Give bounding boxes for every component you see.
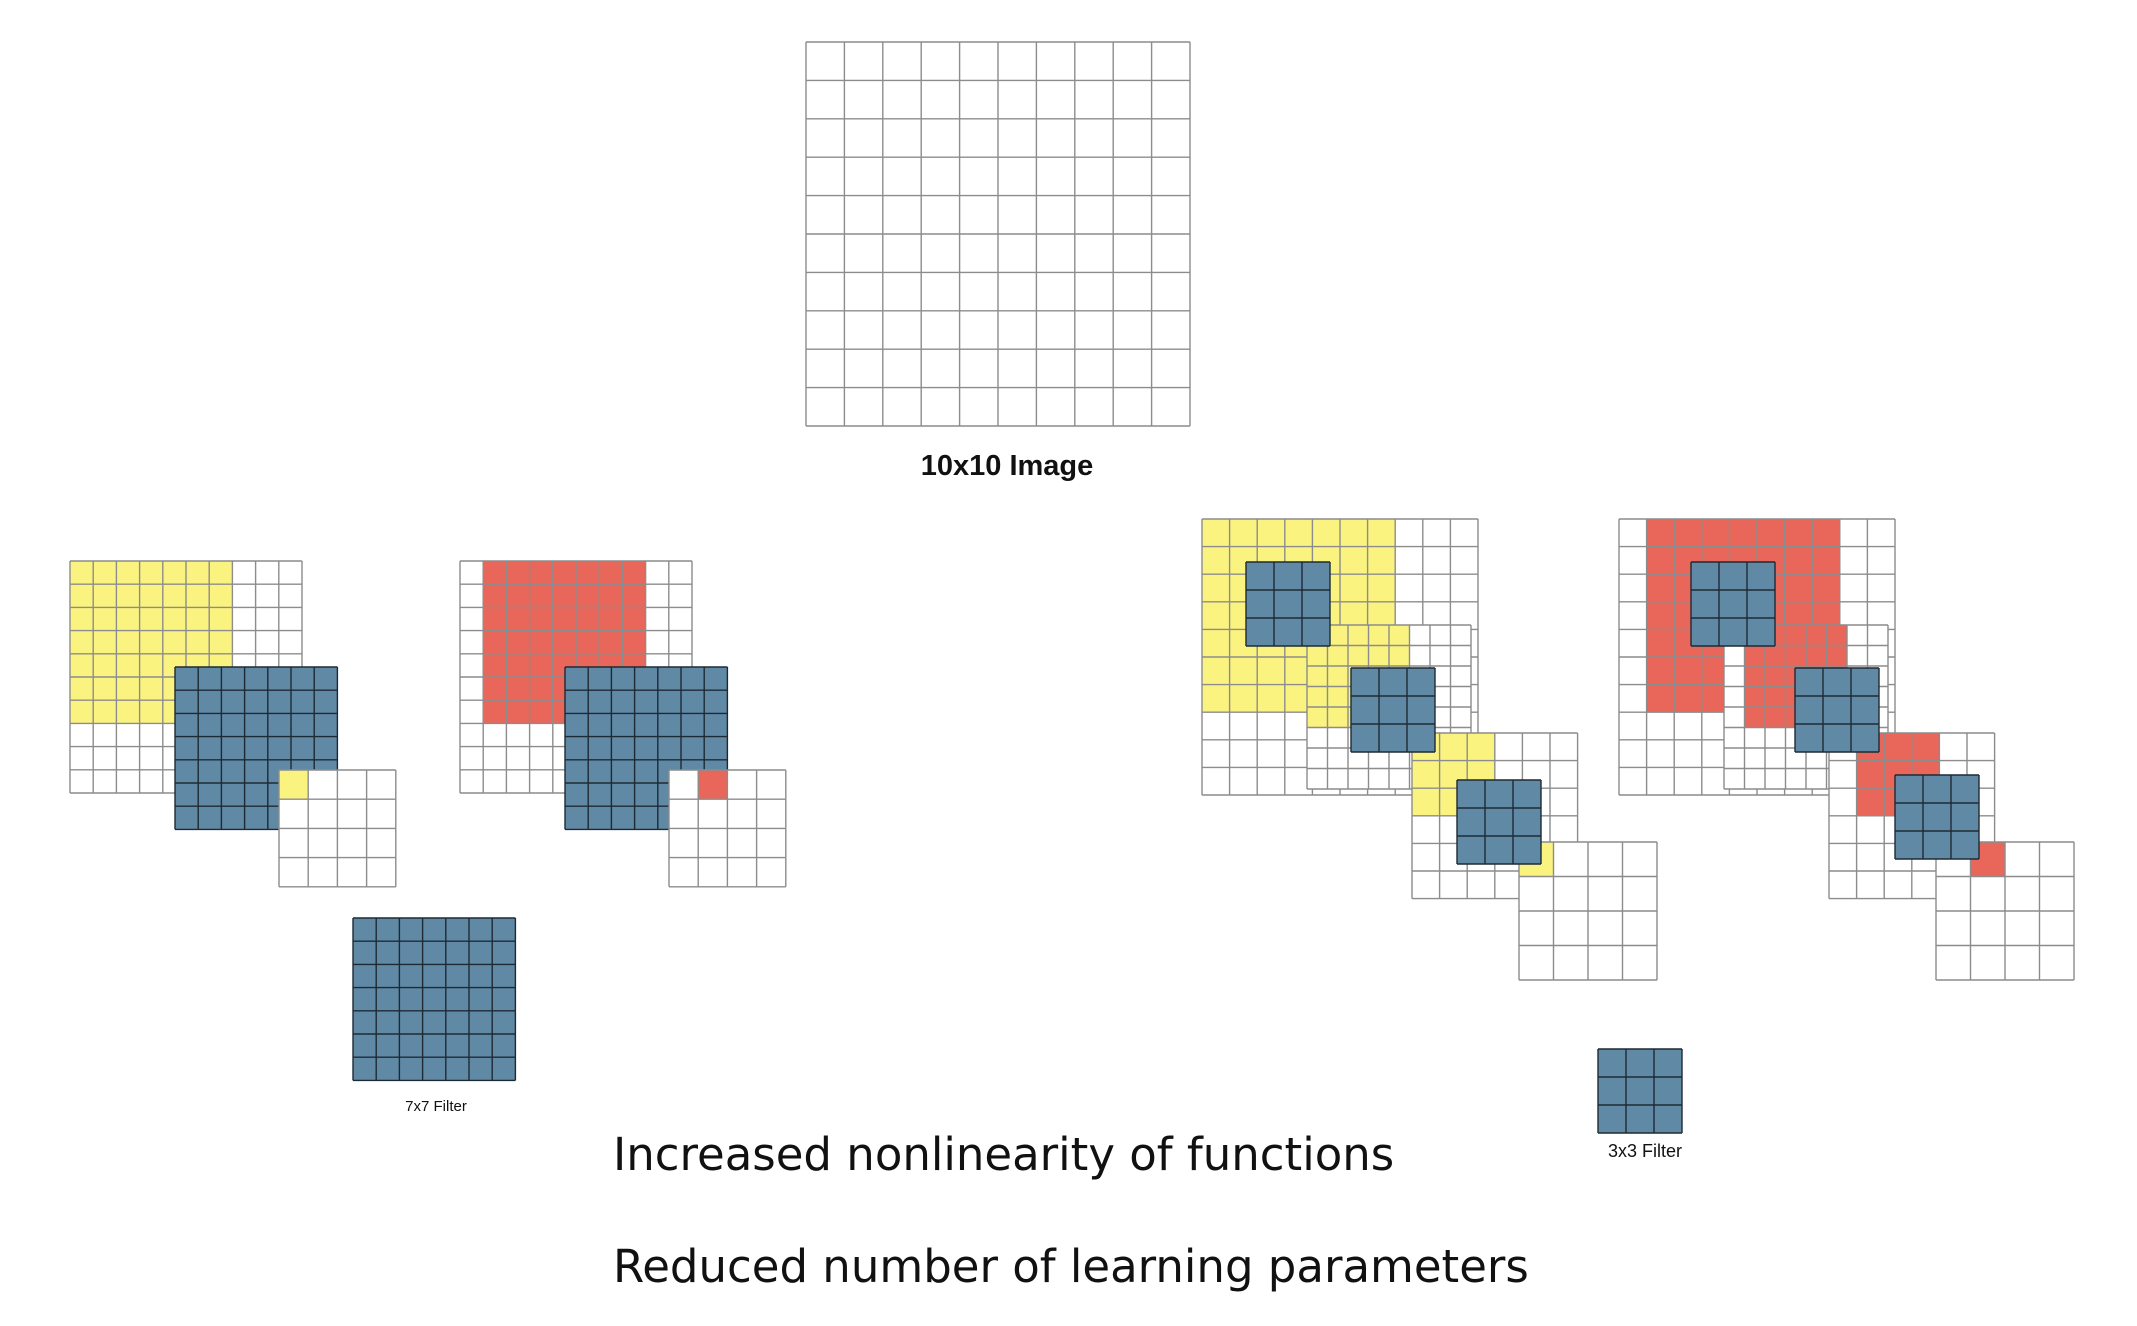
blue-3x3-d [1690,561,1776,647]
blue-3x3-f [1894,774,1980,860]
red-7x7-stage-3 [668,769,787,888]
point-fewer-parameters: Reduced number of learning parameters [613,1240,1529,1293]
blue-3x3-e [1794,667,1880,753]
image-caption: 10x10 Image [920,450,1094,482]
blue-3x3-b [1350,667,1436,753]
red-3x3-stage-4 [1935,841,2075,981]
yellow-7x7-stage-3 [278,769,397,888]
filter-3x3-caption: 3x3 Filter [1607,1141,1683,1161]
point-nonlinearity: Increased nonlinearity of functions [613,1128,1395,1181]
image-10x10-grid [805,41,1191,427]
blue-7x7-stage-2 [174,666,339,831]
blue-3x3-a [1245,561,1331,647]
filter-7x7-caption: 7x7 Filter [405,1098,467,1115]
filter-7x7 [352,917,517,1082]
yellow-3x3-stage-4 [1518,841,1658,981]
blue-3x3-c [1456,779,1542,865]
filter-3x3 [1597,1048,1683,1134]
